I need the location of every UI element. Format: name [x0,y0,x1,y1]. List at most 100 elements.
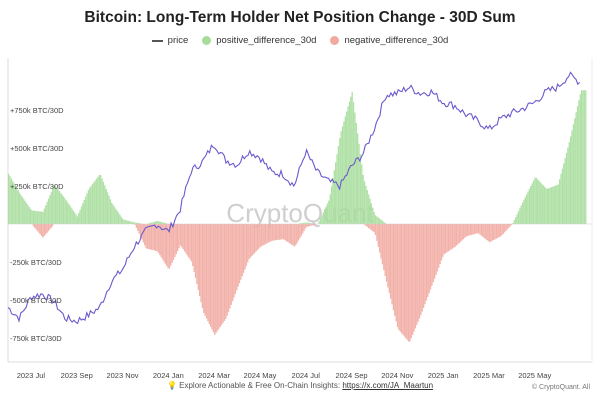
legend-label-price: price [167,35,189,46]
positive-bar [90,186,92,224]
negative-bar [188,224,190,258]
positive-bar [579,94,581,224]
positive-bar [14,185,17,224]
x-tick-label: 2025 May [518,371,551,380]
negative-bar [304,224,307,229]
positive-bar [16,188,18,224]
negative-bar [278,224,281,240]
positive-bar [384,222,386,224]
negative-bar [236,224,238,291]
positive-bar [104,185,106,224]
positive-bar [329,194,331,224]
legend-item-positive[interactable]: positive_difference_30d [202,35,316,46]
negative-bar [35,224,37,230]
positive-bar [105,188,107,224]
positive-bar [528,188,531,224]
negative-bar [192,224,194,267]
legend-item-price[interactable]: price [151,35,189,46]
negative-bar [449,224,451,251]
negative-bar [490,224,492,242]
x-tick-label: 2024 Jan [153,371,184,380]
negative-bar [262,224,264,246]
positive-bar [564,158,566,224]
positive-bar [34,210,36,224]
positive-bar [45,205,47,224]
negative-bar [369,224,371,230]
positive-bar [354,112,356,224]
negative-bar [464,224,466,238]
negative-bar [167,224,169,269]
negative-bar [205,224,208,319]
positive-bar [513,220,515,224]
positive-bar [91,184,94,224]
negative-bar [471,224,473,235]
positive-bar [363,181,366,224]
negative-bar [373,224,375,233]
positive-bar [337,146,340,224]
negative-bar [372,224,374,232]
positive-bar [98,175,100,224]
positive-bar [570,136,572,224]
negative-bar [178,224,180,249]
positive-bar [381,220,384,224]
negative-bar [163,224,165,262]
x-tick-label: 2023 Jul [17,371,46,380]
negative-bar [510,224,513,225]
negative-bar [433,224,436,279]
positive-bar [56,187,58,224]
positive-bar [359,154,362,224]
positive-bar [383,221,385,224]
negative-bar [392,224,395,311]
negative-bar [49,224,51,230]
negative-bar [416,224,418,326]
negative-bar [498,224,500,238]
negative-bar [421,224,423,312]
negative-bar [258,224,260,249]
negative-bar [432,224,434,283]
positive-bar [82,203,84,224]
negative-bar [303,224,305,231]
positive-bar [47,198,50,224]
positive-bar [535,177,537,224]
negative-bar [264,224,267,245]
positive-bar [357,133,359,224]
legend-item-negative[interactable]: negative_difference_30d [330,35,448,46]
negative-bar [199,224,201,297]
negative-bar [174,224,176,257]
positive-bar [80,206,83,224]
bulb-icon: 💡 [166,381,177,390]
positive-bar [557,184,559,224]
negative-bar [142,224,144,243]
negative-bar [410,224,412,339]
positive-bar [133,222,135,224]
negative-bar [292,224,294,246]
positive-bar [95,178,98,224]
positive-bar [325,206,327,224]
negative-bar [482,224,484,237]
positive-bar [321,215,323,224]
negative-bar [435,224,437,276]
legend-swatch-price [151,39,163,42]
negative-bar [47,224,50,232]
positive-bar [67,202,69,224]
negative-bar [509,224,511,227]
positive-bar [521,202,524,224]
negative-bar [171,224,173,263]
negative-bar [379,224,381,253]
negative-bar [269,224,271,242]
footer-link[interactable]: https://x.com/JA_Maartun [342,381,434,390]
negative-bar [462,224,465,240]
positive-bar [12,180,14,224]
positive-bar [111,202,113,224]
positive-bar [42,211,44,224]
positive-bar [101,178,103,224]
negative-bar [216,224,219,331]
positive-bar [550,187,553,224]
negative-bar [504,224,506,233]
positive-bar [583,90,586,225]
negative-bar [144,224,146,246]
legend-swatch-negative [330,36,340,45]
negative-bar [447,224,450,252]
negative-bar [499,224,502,237]
